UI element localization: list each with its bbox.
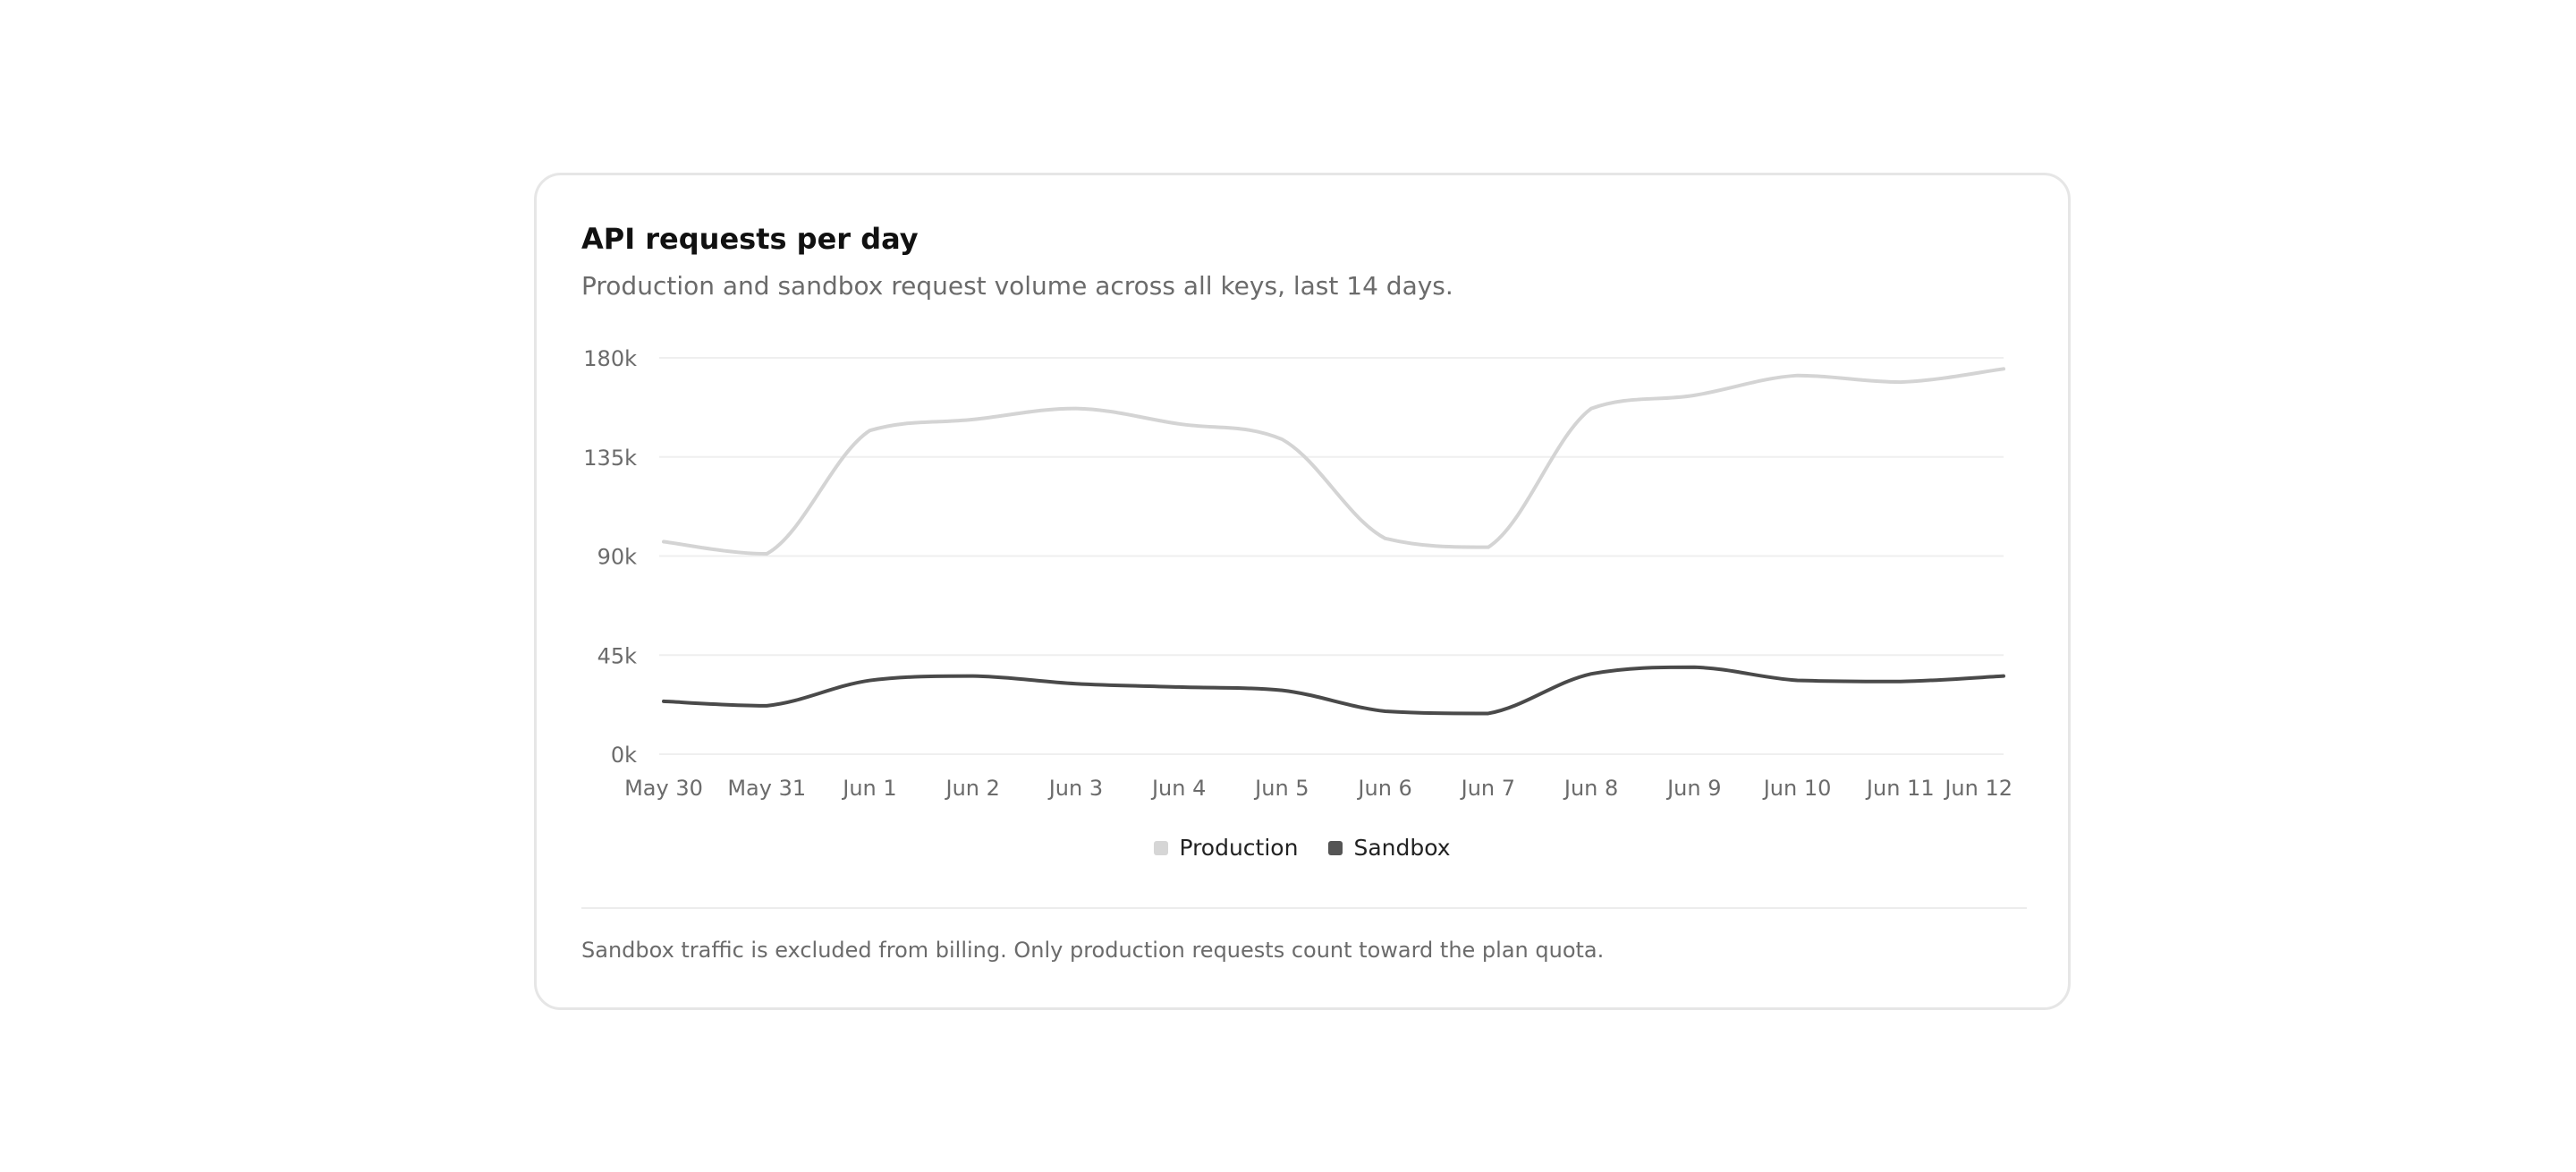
x-tick-label: Jun 6 — [1356, 776, 1411, 801]
data-point-sandbox — [971, 675, 975, 678]
x-tick-label: Jun 12 — [1943, 776, 2012, 801]
data-point-production — [2002, 367, 2005, 370]
data-point-production — [1589, 407, 1593, 411]
x-tick-label: Jun 4 — [1150, 776, 1206, 801]
data-point-sandbox — [1899, 680, 1902, 684]
data-point-production — [1487, 546, 1490, 549]
legend-swatch — [1154, 840, 1169, 855]
y-tick-label: 45k — [597, 643, 638, 668]
data-point-production — [1280, 437, 1284, 441]
y-axis: 0k 45k 90k 135k 180k — [583, 346, 637, 768]
legend-item-sandbox: Sandbox — [1328, 835, 1451, 861]
y-tick-label: 0k — [611, 743, 637, 768]
y-tick-label: 180k — [583, 346, 637, 371]
x-tick-label: Jun 2 — [944, 776, 999, 801]
legend-item-production: Production — [1154, 835, 1298, 861]
chart-legend: Production Sandbox — [537, 835, 2068, 861]
x-tick-label: Jun 1 — [841, 776, 896, 801]
x-axis: May 30 May 31 Jun 1 Jun 2 Jun 3 Jun 4 Jun 5 Jun… — [624, 776, 2012, 801]
series-lines — [662, 367, 2005, 716]
data-point-sandbox — [1487, 711, 1490, 715]
data-point-sandbox — [868, 679, 871, 683]
data-point-sandbox — [1796, 679, 1800, 683]
x-tick-label: Jun 5 — [1253, 776, 1309, 801]
data-point-sandbox — [662, 700, 665, 703]
x-tick-label: Jun 10 — [1762, 776, 1832, 801]
line-chart: 0k 45k 90k 135k 180k May 30 May 31 Jun 1 Jun 2 J… — [583, 346, 2012, 801]
data-point-production — [1899, 380, 1902, 384]
chart-card: API requests per day Production and sand… — [534, 173, 2071, 1010]
y-tick-label: 135k — [583, 446, 637, 471]
data-point-sandbox — [1692, 666, 1696, 669]
data-point-production — [765, 552, 768, 556]
data-point-production — [1796, 374, 1800, 378]
series-line-sandbox — [662, 665, 2005, 716]
series-line-production — [662, 367, 2005, 556]
x-tick-label: Jun 8 — [1563, 776, 1618, 801]
data-point-production — [662, 540, 665, 544]
x-tick-label: May 31 — [727, 776, 806, 801]
data-point-sandbox — [1280, 689, 1284, 692]
data-point-production — [1384, 537, 1387, 540]
chart-title: API requests per day — [581, 222, 919, 256]
data-point-sandbox — [765, 704, 768, 708]
x-tick-label: Jun 3 — [1047, 776, 1103, 801]
legend-swatch — [1328, 840, 1343, 855]
chart-subtitle: Production and sandbox request volume ac… — [581, 271, 1453, 301]
chart-footnote: Sandbox traffic is excluded from billing… — [581, 938, 1605, 963]
legend-label: Production — [1179, 835, 1299, 861]
grid-lines — [659, 357, 2004, 755]
data-point-sandbox — [1074, 682, 1078, 685]
x-tick-label: May 30 — [624, 776, 703, 801]
x-tick-label: Jun 11 — [1865, 776, 1935, 801]
data-point-sandbox — [2002, 675, 2005, 678]
divider — [581, 907, 2027, 909]
data-point-production — [971, 418, 975, 421]
legend-label: Sandbox — [1353, 835, 1451, 861]
data-point-sandbox — [1177, 685, 1181, 689]
data-point-production — [868, 429, 871, 432]
data-point-sandbox — [1589, 672, 1593, 675]
data-point-production — [1692, 394, 1696, 397]
data-point-sandbox — [1384, 709, 1387, 713]
data-point-production — [1074, 407, 1078, 411]
y-tick-label: 90k — [597, 545, 638, 570]
x-tick-label: Jun 9 — [1665, 776, 1721, 801]
x-tick-label: Jun 7 — [1460, 776, 1515, 801]
data-point-production — [1177, 422, 1181, 426]
